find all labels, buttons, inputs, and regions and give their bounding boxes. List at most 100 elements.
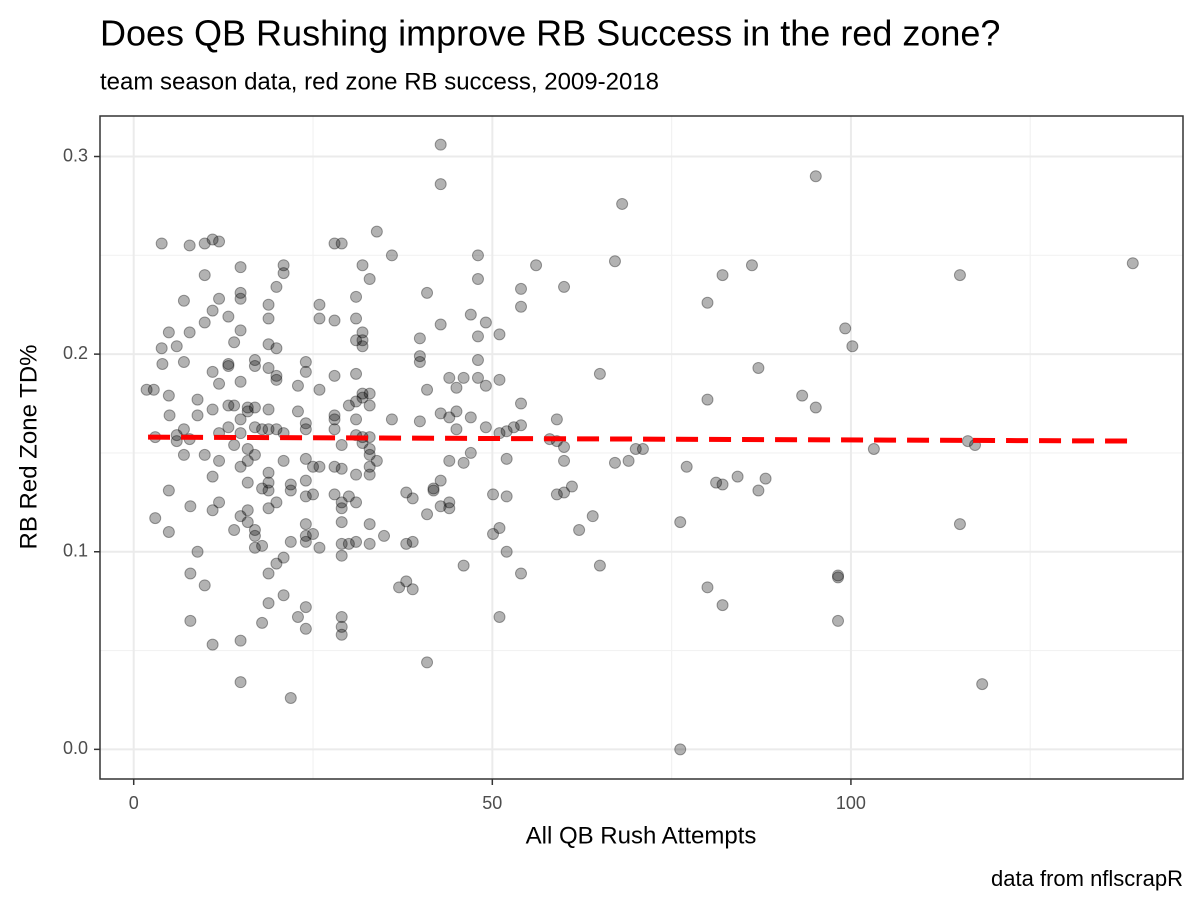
point [222,358,235,371]
point [335,462,348,475]
point [191,409,204,422]
point [335,502,348,515]
point [328,409,341,422]
point [291,610,304,623]
point [356,340,369,353]
point [1126,257,1139,270]
y-tick-label: 0.3 [63,145,88,165]
point [299,490,312,503]
point [515,282,528,295]
point [363,460,376,473]
point [558,486,571,499]
point [573,524,586,537]
point [149,512,162,525]
point [385,413,398,426]
point [313,298,326,311]
point [277,589,290,602]
point [716,599,729,612]
point [262,403,275,416]
point [363,518,376,531]
point [206,365,219,378]
point [350,413,363,426]
point [198,579,211,592]
point [471,330,484,343]
point [550,488,563,501]
point [493,373,506,386]
point [328,460,341,473]
point [262,423,275,436]
point [406,583,419,596]
point [234,375,247,388]
point [443,496,456,509]
point [234,413,247,426]
point [457,559,470,572]
point [299,452,312,465]
point [270,557,283,570]
point [413,356,426,369]
point [413,350,426,363]
point [163,409,176,422]
point [241,401,254,414]
point [213,454,226,467]
point [832,614,845,627]
point [515,419,528,432]
point [759,472,772,485]
point [170,340,183,353]
point [213,292,226,305]
point [809,170,822,183]
point [234,292,247,305]
point [393,581,406,594]
point [234,286,247,299]
point [335,549,348,562]
point [400,575,413,588]
point [421,508,434,521]
point [307,488,320,501]
point [222,421,235,434]
point [363,468,376,481]
point [471,354,484,367]
point [487,527,500,540]
x-axis-label: All QB Rush Attempts [526,822,757,849]
point [457,456,470,469]
point [241,476,254,489]
point [363,448,376,461]
point [234,510,247,523]
point [674,743,687,756]
point [299,417,312,430]
point [515,567,528,580]
point [421,383,434,396]
x-tick-label: 0 [129,793,139,813]
point [500,490,513,503]
point [299,529,312,542]
point [421,286,434,299]
point [515,397,528,410]
point [162,326,175,339]
point [170,435,183,448]
point [500,545,513,558]
point [155,237,168,250]
point [450,405,463,418]
point [558,280,571,293]
point [636,442,649,455]
point [434,318,447,331]
point [222,359,235,372]
point [350,290,363,303]
point [335,537,348,550]
point [206,403,219,416]
point [507,421,520,434]
point [457,371,470,384]
point [270,373,283,386]
point [262,567,275,580]
point [328,369,341,382]
point [299,601,312,614]
point [155,342,168,355]
point [629,442,642,455]
point [213,496,226,509]
point [191,393,204,406]
point [378,529,391,542]
point [222,399,235,412]
point [241,405,254,418]
point [832,571,845,584]
point [206,504,219,517]
point [479,316,492,329]
